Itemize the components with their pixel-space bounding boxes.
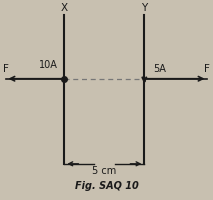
Text: 5 cm: 5 cm [92,166,117,176]
Text: 10A: 10A [39,60,58,70]
Text: Fig. SAQ 10: Fig. SAQ 10 [75,181,138,191]
Text: X: X [61,3,68,13]
Text: F: F [3,64,9,74]
Text: F: F [204,64,210,74]
Text: 5A: 5A [153,64,166,74]
Text: Y: Y [141,3,147,13]
